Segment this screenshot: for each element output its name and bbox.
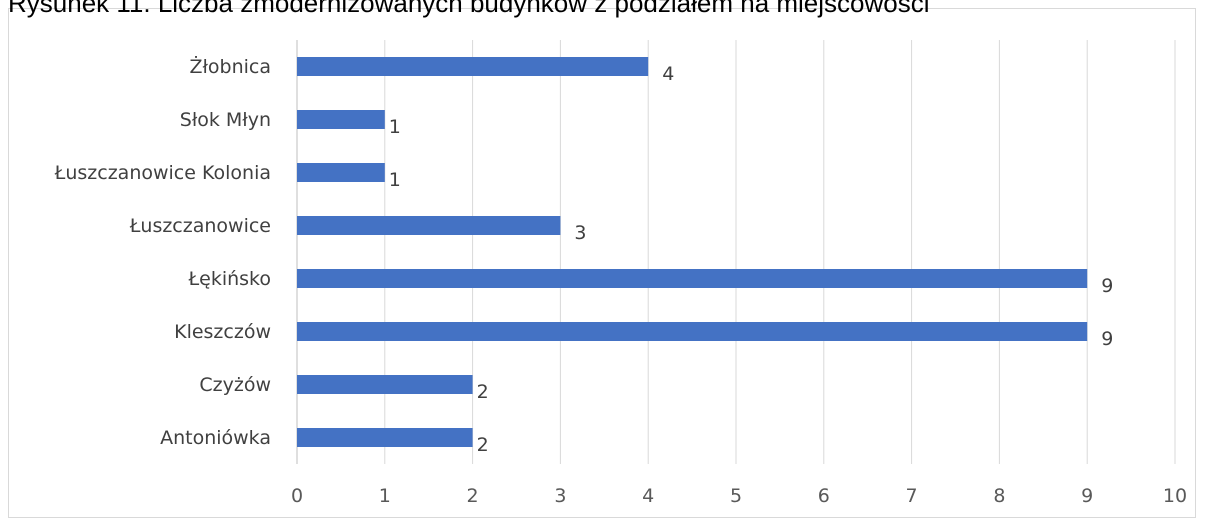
x-tick-label-0: 0: [291, 485, 303, 507]
bar-3: [297, 216, 561, 235]
x-tick-label-8: 8: [993, 485, 1005, 507]
bar-0: [297, 57, 649, 76]
data-label-2: 1: [389, 169, 401, 191]
bar-5: [297, 322, 1088, 341]
category-label-6: Czyżów: [199, 374, 271, 396]
data-label-7: 2: [477, 434, 489, 456]
data-label-0: 4: [662, 63, 674, 85]
bar-7: [297, 428, 473, 447]
category-label-1: Słok Młyn: [180, 109, 271, 131]
x-tick-label-7: 7: [906, 485, 918, 507]
x-tick-label-2: 2: [467, 485, 479, 507]
data-label-5: 9: [1101, 328, 1113, 350]
x-tick-label-3: 3: [554, 485, 566, 507]
x-tick-label-10: 10: [1163, 485, 1187, 507]
category-label-0: Żłobnica: [189, 55, 271, 78]
category-label-2: Łuszczanowice Kolonia: [54, 162, 271, 184]
category-label-4: Łękińsko: [187, 268, 271, 290]
bar-6: [297, 375, 473, 394]
data-label-1: 1: [389, 116, 401, 138]
x-tick-label-9: 9: [1081, 485, 1093, 507]
bar-4: [297, 269, 1088, 288]
data-label-3: 3: [574, 222, 586, 244]
data-label-4: 9: [1101, 275, 1113, 297]
x-tick-label-5: 5: [730, 485, 742, 507]
bar-1: [297, 110, 385, 129]
bar-2: [297, 163, 385, 182]
figure-caption: Rysunek 11. Liczba zmodernizowanych budy…: [8, 0, 930, 18]
category-label-5: Kleszczów: [174, 321, 271, 343]
chart-frame: [8, 8, 1196, 518]
x-tick-label-6: 6: [818, 485, 830, 507]
x-tick-label-1: 1: [379, 485, 391, 507]
x-tick-label-4: 4: [642, 485, 654, 507]
category-label-7: Antoniówka: [160, 427, 271, 449]
data-label-6: 2: [477, 381, 489, 403]
category-label-3: Łuszczanowice: [129, 215, 271, 237]
